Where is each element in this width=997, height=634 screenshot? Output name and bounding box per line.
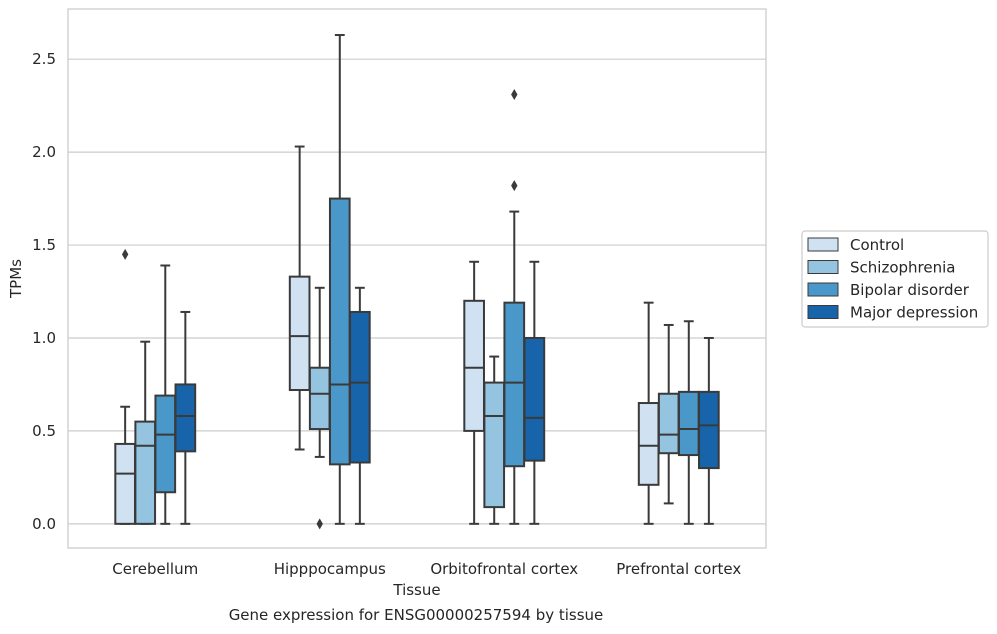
outlier-point <box>511 88 518 100</box>
legend: Control Schizophrenia Bipolar disorder Majo… <box>801 230 989 328</box>
iqr-box <box>523 336 546 462</box>
outlier-point <box>316 518 323 530</box>
x-tick-label: Prefrontal cortex <box>616 560 741 578</box>
y-tick-labels: 0.0 0.5 1.0 1.5 2.0 2.5 <box>32 50 56 533</box>
iqr-box <box>288 275 311 392</box>
box-major-depression <box>174 310 197 525</box>
box-major-depression <box>698 336 720 525</box>
x-axis-label: Tissue <box>392 581 440 599</box>
iqr-box <box>637 402 660 486</box>
y-tick-label: 0.5 <box>32 422 56 440</box>
outlier-point <box>511 180 518 192</box>
box-control <box>114 248 136 525</box>
iqr-box <box>349 310 371 464</box>
legend-frame <box>801 230 989 328</box>
box-major-depression <box>349 286 371 525</box>
legend-swatch <box>807 260 839 274</box>
box-bipolar-disorder <box>677 320 700 525</box>
box-major-depression <box>523 260 546 525</box>
y-axis-label: TPMs <box>7 259 25 299</box>
iqr-box <box>114 442 136 525</box>
box-control <box>288 145 311 451</box>
y-tick-label: 1.0 <box>32 329 56 347</box>
legend-label: Control <box>850 236 904 254</box>
box-bipolar-disorder <box>154 264 177 525</box>
x-tick-label: Cerebellum <box>112 560 198 578</box>
legend-swatch <box>807 237 839 252</box>
x-tick-labels: Cerebellum Hipppocampus Orbitofrontal cort… <box>112 560 741 578</box>
iqr-box <box>463 299 485 432</box>
outlier-point <box>121 248 129 260</box>
iqr-box <box>174 383 197 453</box>
y-tick-label: 2.5 <box>32 50 56 68</box>
box-control <box>637 301 660 525</box>
legend-label: Bipolar disorder <box>850 281 970 299</box>
iqr-box <box>328 197 351 466</box>
iqr-box <box>503 301 526 468</box>
figure-caption: Gene expression for ENSG00000257594 by t… <box>228 606 604 624</box>
box-bipolar-disorder <box>503 88 526 525</box>
y-tick-label: 0.0 <box>32 515 56 533</box>
legend-swatch <box>807 282 839 297</box>
y-tick-label: 1.5 <box>32 236 56 254</box>
x-tick-label: Orbitofrontal cortex <box>430 560 578 578</box>
iqr-box <box>308 366 331 431</box>
box-control <box>463 260 485 525</box>
iqr-box <box>154 394 177 494</box>
iqr-box <box>657 392 680 455</box>
box-schizophrenia <box>308 286 331 530</box>
plot-frame <box>67 8 767 549</box>
legend-label: Schizophrenia <box>850 259 955 277</box>
box-series <box>114 34 720 530</box>
y-tick-label: 2.0 <box>32 143 56 161</box>
iqr-box <box>677 390 700 457</box>
x-tick-label: Hipppocampus <box>274 560 386 578</box>
iqr-box <box>698 390 720 470</box>
box-schizophrenia <box>483 355 506 525</box>
box-schizophrenia <box>657 323 680 505</box>
box-schizophrenia <box>134 340 157 525</box>
legend-swatch <box>807 305 839 319</box>
box-bipolar-disorder <box>328 34 351 525</box>
iqr-box <box>483 381 506 509</box>
iqr-box <box>134 420 157 525</box>
legend-label: Major depression <box>850 304 978 322</box>
